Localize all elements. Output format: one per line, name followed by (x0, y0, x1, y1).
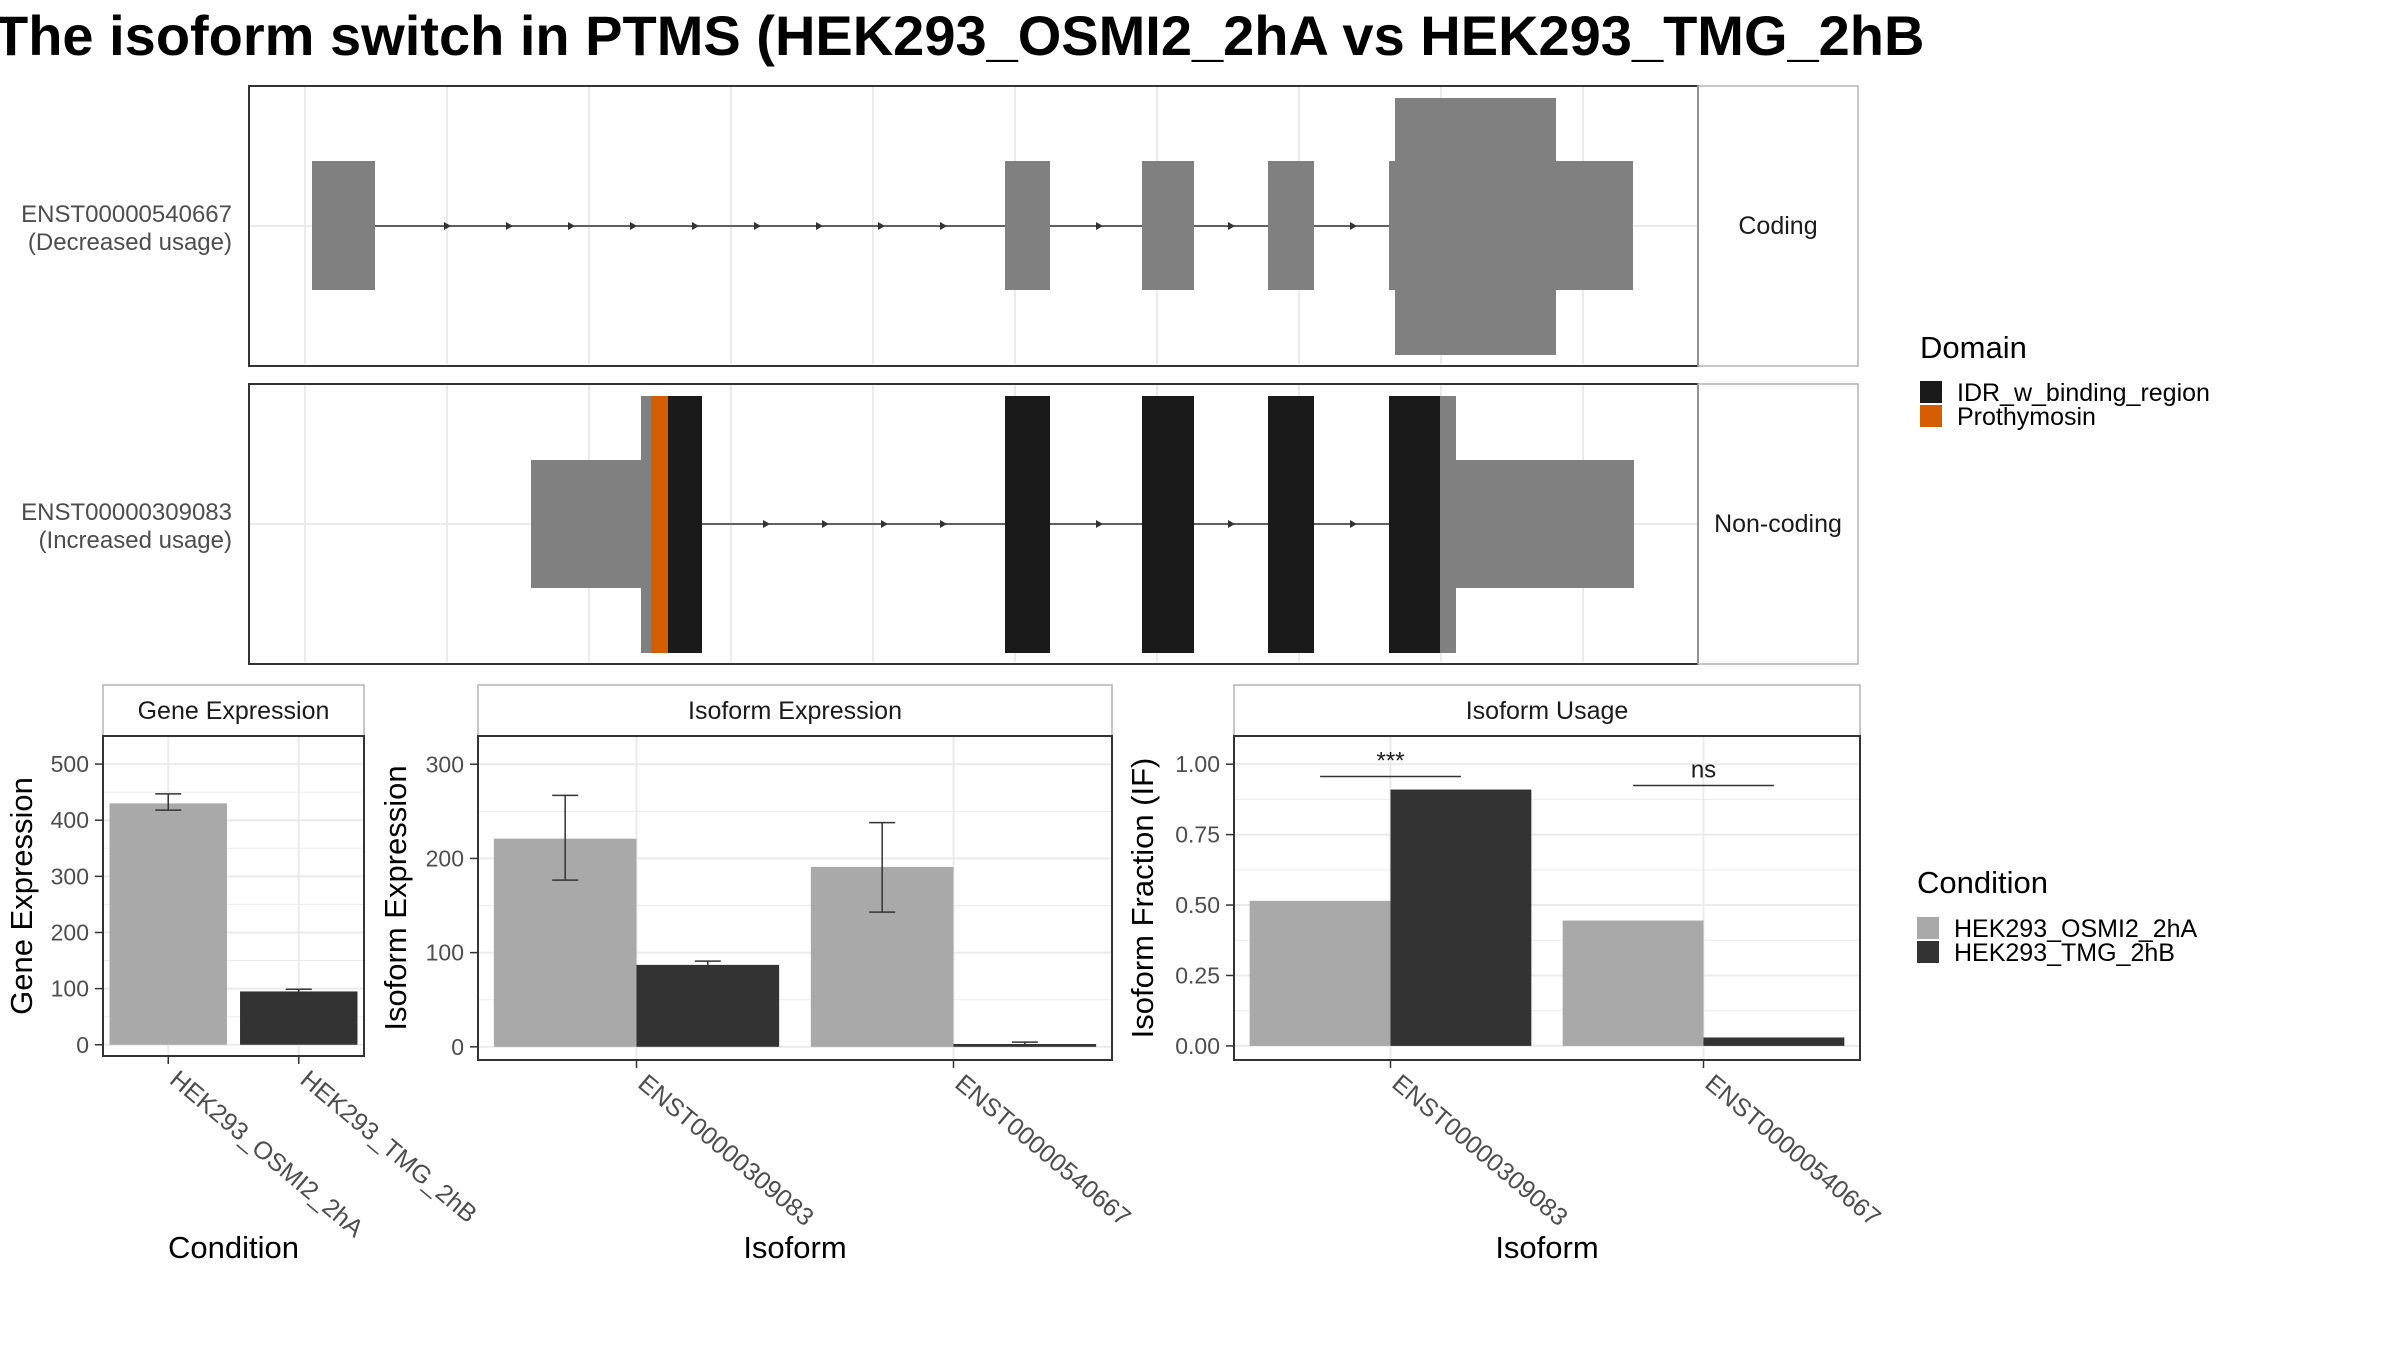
x-axis-title: Isoform (743, 1230, 846, 1265)
panel-title: Isoform Usage (1466, 697, 1629, 725)
bar (109, 803, 227, 1045)
y-tick-label: 0.25 (1175, 962, 1220, 988)
bar-chart-panels: Gene Expression0100200300400500HEK293_OS… (4, 684, 1886, 1265)
y-tick-label: 100 (51, 976, 89, 1002)
y-tick-label: 0.75 (1175, 822, 1220, 848)
error-bar (155, 793, 182, 811)
panel-title: Isoform Expression (688, 697, 902, 725)
domain-idr (1389, 396, 1440, 653)
domain-idr (1005, 396, 1050, 653)
panel-border (1233, 735, 1861, 1061)
error-bar (552, 794, 579, 881)
transcript-usage-label: (Increased usage) (39, 527, 232, 554)
exon (1142, 161, 1194, 290)
y-tick-label: 0.00 (1175, 1033, 1220, 1059)
y-tick-label: 0.50 (1175, 892, 1220, 918)
error-bar (1011, 1041, 1038, 1047)
panel-strip (477, 684, 1113, 737)
domain-legend-title: Domain (1920, 330, 2027, 365)
x-tick-label: ENST00000309083 (1387, 1069, 1573, 1232)
bar (240, 991, 358, 1045)
y-axis-title: Isoform Expression (378, 765, 413, 1030)
y-tick-label: 100 (426, 940, 464, 966)
y-tick-label: 300 (51, 863, 89, 889)
x-axis-title: Condition (168, 1230, 299, 1265)
x-tick-label: ENST00000309083 (633, 1069, 819, 1232)
legend-key-osmi2 (1917, 917, 1939, 939)
transcript-id-label: ENST00000540667 (21, 201, 232, 228)
legend-key-tmg (1917, 941, 1939, 963)
strip-label-coding: Coding (1738, 212, 1817, 240)
exon-utr (1440, 460, 1634, 588)
legend-label-tmg: HEK293_TMG_2hB (1954, 939, 2175, 967)
transcript-structure-panel: Coding Non-coding ENST00000540667 (Decre… (21, 85, 1859, 665)
panel-border (477, 735, 1113, 1061)
significance-annotation: *** (1320, 748, 1461, 778)
y-axis-title: Gene Expression (4, 777, 39, 1015)
exon (1005, 161, 1050, 290)
significance-annotation: ns (1633, 757, 1774, 787)
intron-arrows (763, 520, 1357, 528)
error-bar (285, 988, 312, 994)
panel-title: Gene Expression (138, 697, 330, 725)
domain-legend: Domain IDR_w_binding_region Prothymosin (1920, 330, 2210, 431)
transcript-row-ENST00000309083 (531, 396, 1634, 653)
strip-label-noncoding: Non-coding (1714, 510, 1842, 538)
legend-label-idr: IDR_w_binding_region (1957, 379, 2210, 407)
y-axis-title: Isoform Fraction (IF) (1125, 758, 1160, 1039)
figure-title: The isoform switch in PTMS (HEK293_OSMI2… (0, 4, 1924, 67)
exon-cds (1395, 98, 1556, 355)
error-bar (694, 960, 721, 969)
bar (1562, 920, 1704, 1046)
bar (1390, 789, 1532, 1046)
significance-label: ns (1691, 757, 1716, 784)
y-tick-label: 200 (51, 919, 89, 945)
transcript-id-label: ENST00000309083 (21, 499, 232, 526)
y-tick-label: 0 (451, 1034, 464, 1060)
y-tick-label: 200 (426, 845, 464, 871)
panel-strip (102, 684, 365, 737)
domain-idr (668, 396, 702, 653)
y-tick-label: 500 (51, 751, 89, 777)
exon (641, 396, 651, 653)
y-tick-label: 300 (426, 751, 464, 777)
bar (636, 964, 780, 1047)
domain-prothymosin (651, 396, 668, 653)
legend-label-osmi2: HEK293_OSMI2_2hA (1954, 915, 2198, 943)
bar-panel-3: Isoform Usage *** ns 0.00 0.25 0.50 0.75 1.00 EN… (1125, 684, 1886, 1265)
y-tick-label: 400 (51, 807, 89, 833)
condition-legend-title: Condition (1917, 865, 2048, 900)
exon (1268, 161, 1314, 290)
y-tick-label: 0 (76, 1032, 89, 1058)
exon-utr (531, 460, 641, 588)
domain-idr (1268, 396, 1314, 653)
significance-label: *** (1376, 748, 1404, 775)
bar (1249, 900, 1391, 1046)
intron-arrows (444, 222, 1357, 230)
x-tick-label: ENST00000540667 (1700, 1069, 1886, 1232)
strip-box (1697, 383, 1859, 665)
bar (1703, 1037, 1845, 1046)
exon (312, 161, 375, 290)
x-axis-title: Isoform (1495, 1230, 1598, 1265)
strip-box (1697, 85, 1859, 367)
x-tick-label: ENST00000540667 (950, 1069, 1136, 1232)
legend-key-prothymosin (1920, 405, 1942, 427)
domain-idr (1142, 396, 1194, 653)
transcript-row-ENST00000540667 (312, 98, 1633, 355)
condition-legend: Condition HEK293_OSMI2_2hA HEK293_TMG_2h… (1917, 865, 2198, 967)
error-bar (869, 821, 896, 913)
bar-panel-2: Isoform Expression 0 100 200 300 ENST00000309… (378, 684, 1136, 1265)
exon (1440, 396, 1456, 653)
transcript-usage-label: (Decreased usage) (28, 229, 232, 256)
legend-key-idr (1920, 381, 1942, 403)
y-tick-label: 1.00 (1175, 751, 1220, 777)
panel-border (102, 735, 365, 1057)
legend-label-prothymosin: Prothymosin (1957, 403, 2096, 431)
